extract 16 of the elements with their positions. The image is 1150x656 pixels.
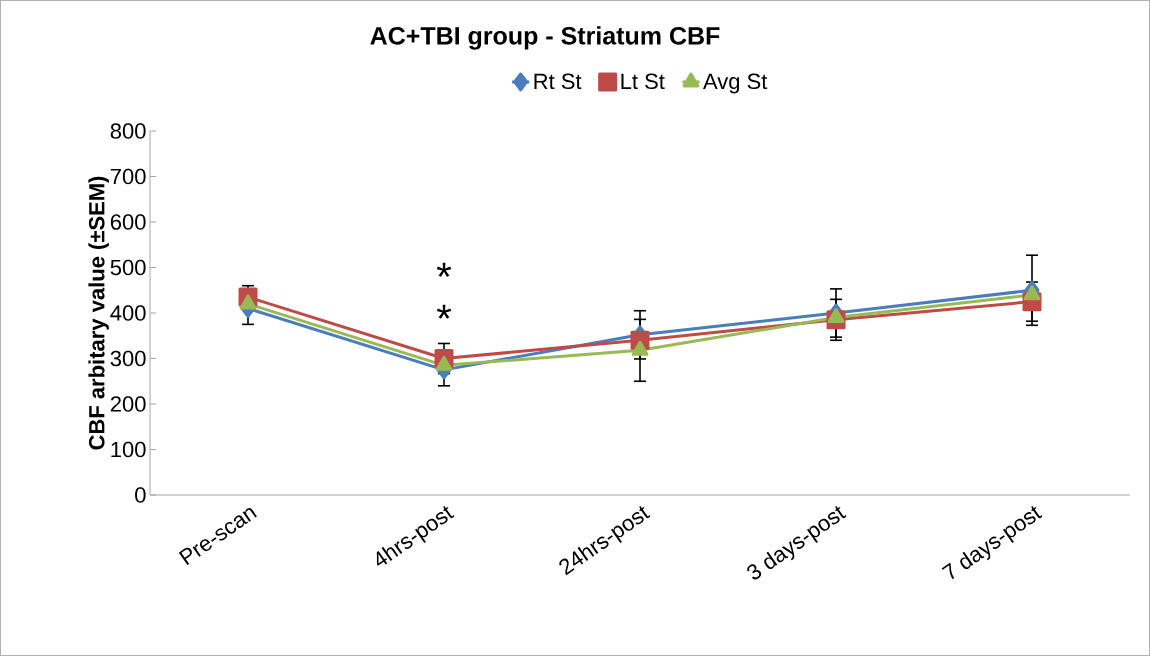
y-tick-label: 400: [110, 305, 146, 321]
y-tick-label: 800: [110, 123, 146, 139]
y-tick-label: 0: [135, 487, 146, 503]
y-tick-label: 600: [110, 214, 146, 230]
annotation: *: [436, 304, 452, 319]
y-tick-label: 200: [110, 396, 146, 412]
y-tick-label: 100: [111, 441, 146, 458]
chart-title: AC+TBI group - Striatum CBF: [370, 26, 720, 50]
y-tick-label: 700: [110, 168, 146, 185]
legend-label: Rt St: [534, 73, 582, 90]
y-tick-label: 500: [110, 259, 146, 276]
legend-label: Lt St: [621, 73, 665, 90]
y-tick-label: 300: [110, 350, 146, 367]
y-axis-title: CBF arbitary value (±SEM): [88, 176, 109, 450]
annotation: *: [436, 262, 452, 277]
legend-label: Avg St: [703, 73, 768, 94]
